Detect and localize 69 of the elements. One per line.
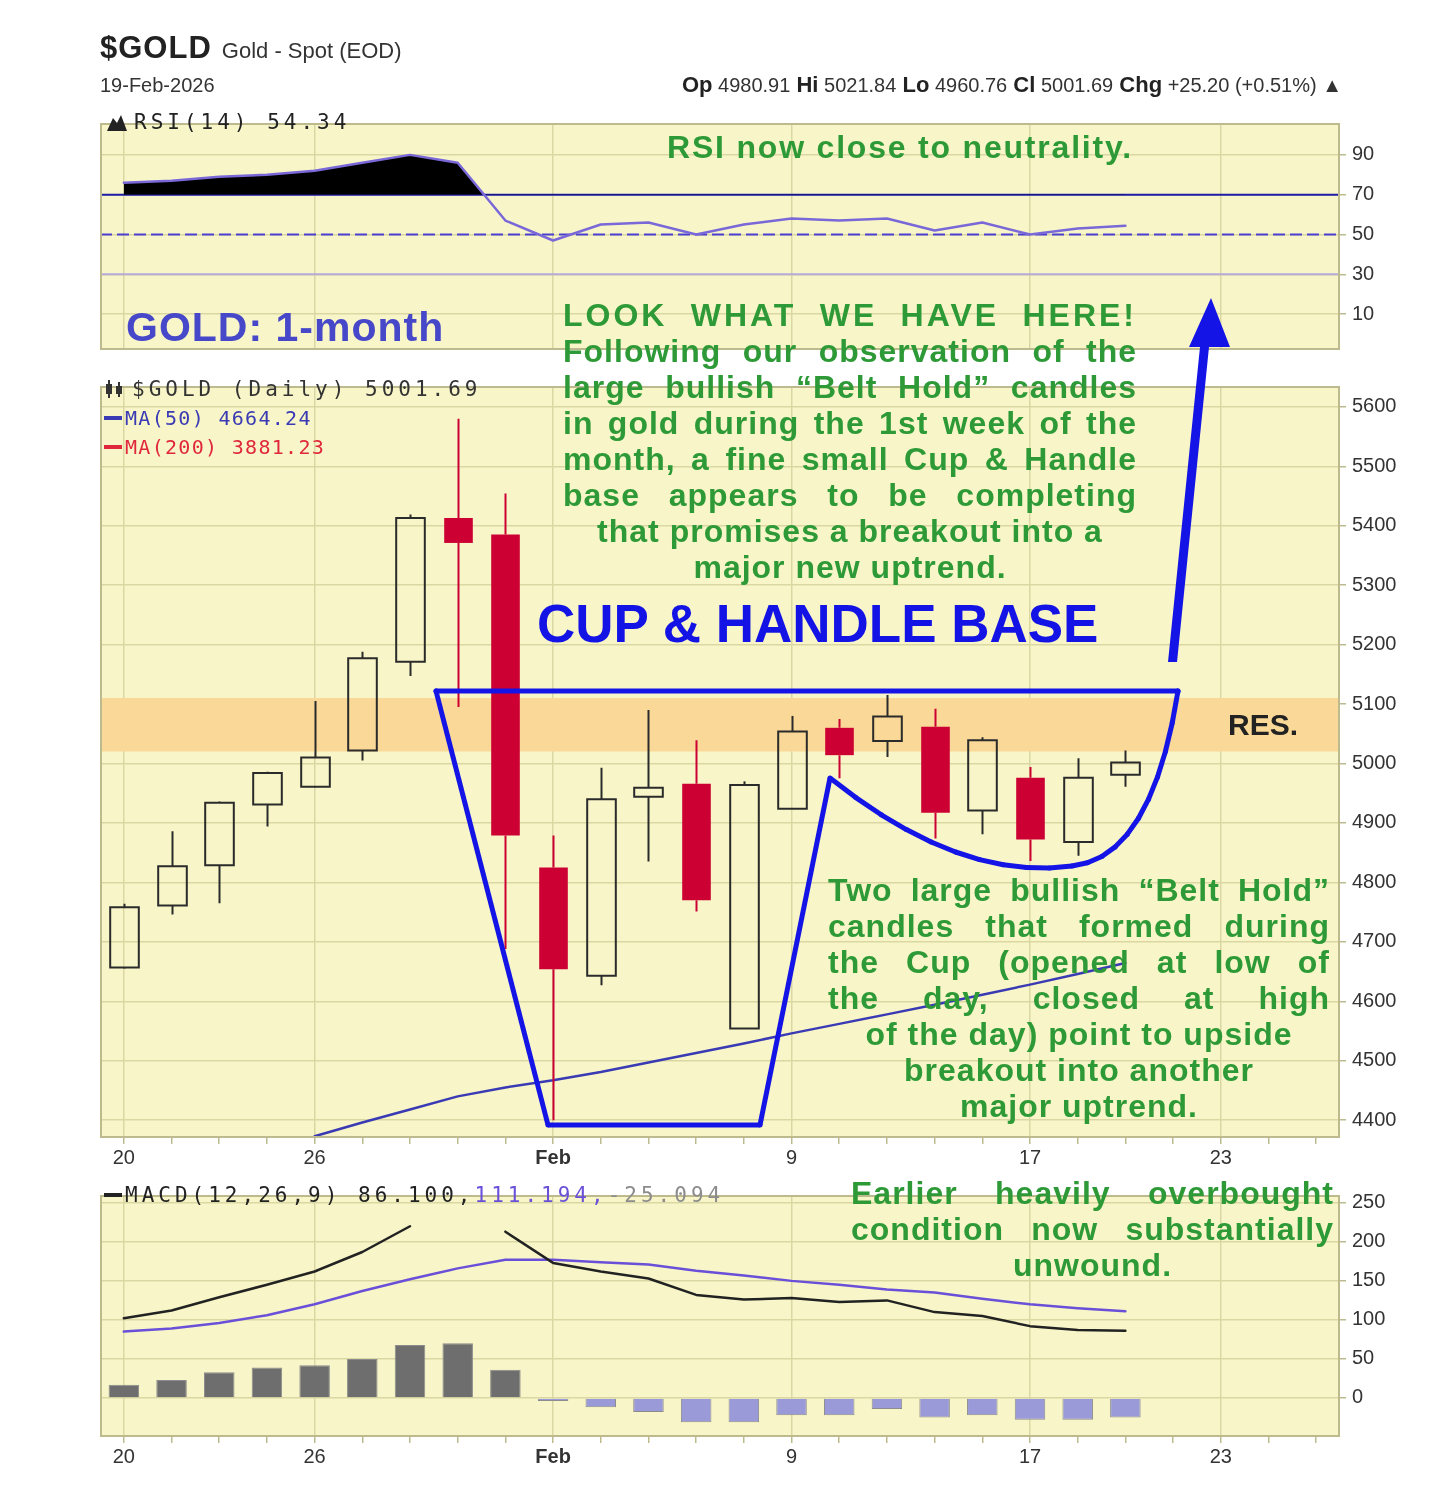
x-tick-label: 20 — [112, 1145, 135, 1168]
x-tick-label: 17 — [1018, 1145, 1042, 1168]
legend-label: MA(200) 3881.23 — [125, 434, 326, 459]
annotation: GOLD: 1-month — [126, 304, 445, 350]
y-tick-label: 5600 — [1352, 394, 1397, 417]
candlestick — [872, 694, 903, 758]
x-tick-label: 23 — [1209, 1145, 1232, 1168]
candlestick — [300, 700, 331, 788]
y-tick-label: 5200 — [1352, 632, 1397, 655]
x-tick-label: 9 — [785, 1145, 798, 1168]
candlestick — [586, 766, 617, 987]
candlestick — [1063, 757, 1094, 857]
y-tick-label: 150 — [1352, 1268, 1386, 1291]
annotation: Following our observation of the large bullish “Belt Hold” candles in gold during the 1st week of the month, a fine small Cup & Handle base appears to be completing that promises a breakout into a major new uptrend. — [563, 333, 1137, 585]
annotation: CUP & HANDLE BASE — [537, 594, 1099, 654]
candlestick — [1016, 766, 1045, 862]
y-tick-label: 30 — [1352, 261, 1375, 284]
x-tick-label: 26 — [303, 1444, 326, 1467]
x-tick-label: Feb — [535, 1444, 571, 1467]
candlestick — [157, 830, 188, 916]
candlestick — [921, 707, 950, 840]
candlestick — [682, 739, 711, 913]
y-tick-label: 70 — [1352, 182, 1375, 205]
candlestick — [347, 650, 378, 762]
y-tick-label: 5300 — [1352, 572, 1397, 595]
candlestick — [777, 714, 808, 810]
y-tick-label: 5500 — [1352, 453, 1397, 476]
y-tick-label: 0 — [1352, 1385, 1364, 1408]
series-label: RSI(14) 54.34 — [134, 109, 351, 134]
y-tick-label: 4800 — [1352, 869, 1397, 892]
y-tick-label: 4600 — [1352, 988, 1397, 1011]
candlestick — [633, 708, 664, 863]
text: 19-Feb-2026 Op 4980.91 Hi 5021.84 Lo 4960.76 Cl 5001.69 Chg +25.20 (+0.51%) ▲ — [100, 72, 1342, 97]
legend-label: $GOLD (Daily) 5001.69 — [132, 376, 482, 401]
y-tick-label: 4900 — [1352, 810, 1397, 833]
y-tick-label: 50 — [1352, 222, 1375, 245]
x-tick-label: 23 — [1209, 1444, 1232, 1467]
band-label: RES. — [1228, 706, 1299, 743]
legend-label: MACD(12,26,9) 86.100, — [125, 1182, 475, 1207]
annotation: RSI now close to neutrality. — [666, 129, 1134, 165]
y-tick-label: 5100 — [1352, 691, 1397, 714]
annotation: Earlier heavily overbought condition now substantially unwound. — [851, 1175, 1334, 1283]
candlestick — [252, 772, 283, 828]
x-tick-label: Feb — [535, 1145, 571, 1168]
y-tick-label: 50 — [1352, 1346, 1375, 1369]
y-tick-label: 10 — [1352, 301, 1375, 324]
y-tick-label: 4400 — [1352, 1107, 1397, 1130]
x-tick-label: 20 — [112, 1444, 135, 1467]
text: -25.094 — [607, 1182, 725, 1207]
chart-title: $GOLD Gold - Spot (EOD) — [100, 30, 402, 65]
candlestick — [444, 417, 473, 709]
y-tick-label: 4700 — [1352, 929, 1397, 952]
y-tick-label: 5400 — [1352, 513, 1397, 536]
candlestick — [1110, 749, 1141, 788]
annotation: LOOK WHAT WE HAVE HERE! — [563, 297, 1137, 333]
candlestick — [967, 736, 998, 836]
candlestick — [204, 801, 235, 905]
y-tick-label: 4500 — [1352, 1048, 1397, 1071]
candlestick — [491, 492, 520, 950]
y-tick-label: 200 — [1352, 1229, 1386, 1252]
y-tick-label: 100 — [1352, 1307, 1386, 1330]
x-tick-label: 26 — [303, 1145, 326, 1168]
x-tick-label: 17 — [1018, 1444, 1042, 1467]
y-tick-label: 90 — [1352, 142, 1375, 165]
text: 111.194, — [474, 1182, 608, 1207]
y-tick-label: 250 — [1352, 1190, 1386, 1213]
legend-label: MA(50) 4664.24 — [125, 405, 312, 430]
y-tick-label: 5000 — [1352, 751, 1397, 773]
x-tick-label: 9 — [785, 1444, 798, 1467]
